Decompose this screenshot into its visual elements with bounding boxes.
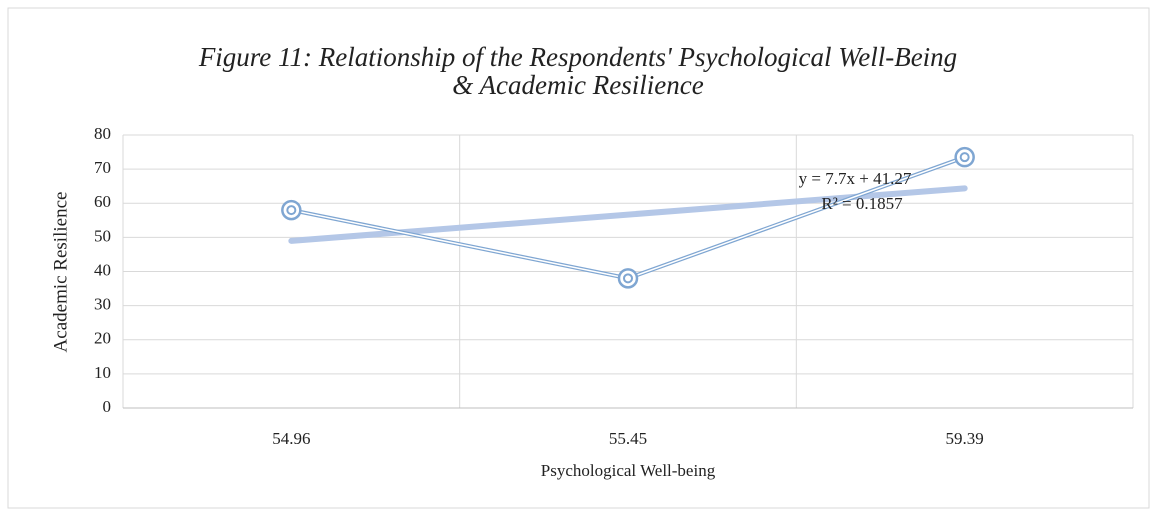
trendline-r2: R² = 0.1857 <box>821 194 903 213</box>
chart-title: Figure 11: Relationship of the Responden… <box>198 42 957 72</box>
marker-core <box>286 205 297 216</box>
chart-subtitle: & Academic Resilience <box>452 70 703 100</box>
chart-border <box>7 7 1150 509</box>
y-tick-label: 60 <box>94 192 111 211</box>
y-tick-label: 50 <box>94 226 111 245</box>
marker-core <box>623 273 633 284</box>
x-axis-label: Psychological Well-being <box>541 461 716 480</box>
x-tick-label: 54.96 <box>272 429 310 448</box>
y-tick-label: 20 <box>94 329 111 348</box>
y-tick-label: 70 <box>94 158 111 177</box>
y-axis-label: Academic Resilience <box>50 192 71 353</box>
y-tick-label: 0 <box>103 397 112 416</box>
y-tick-label: 30 <box>94 295 111 314</box>
x-tick-label: 59.39 <box>946 429 984 448</box>
y-tick-label: 40 <box>94 260 111 279</box>
y-tick-label: 80 <box>94 124 111 143</box>
y-tick-label: 10 <box>94 363 111 382</box>
trendline-equation: y = 7.7x + 41.27 <box>799 169 912 188</box>
x-tick-label: 55.45 <box>609 429 647 448</box>
marker-core <box>959 152 970 163</box>
